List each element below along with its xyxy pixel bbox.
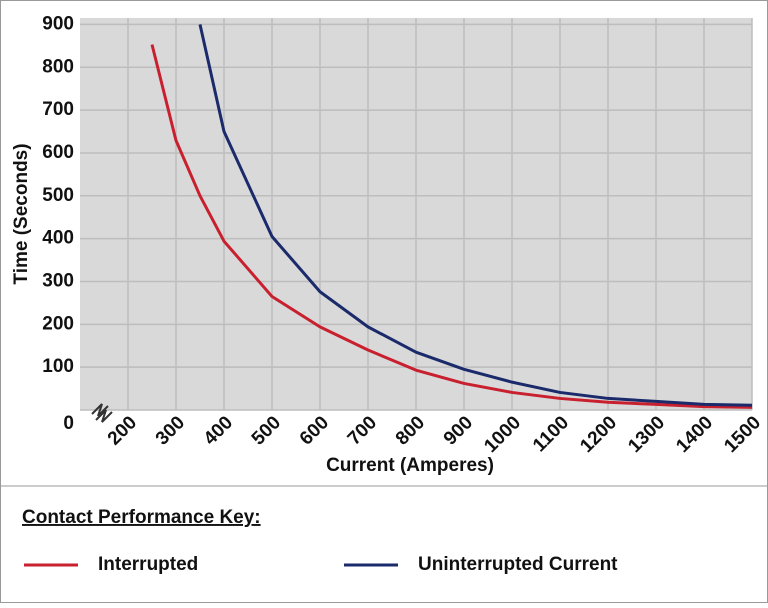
grid <box>80 18 753 411</box>
legend-label: Uninterrupted Current <box>418 554 618 575</box>
y-tick-label: 900 <box>42 13 74 34</box>
y-tick-label: 300 <box>42 270 74 291</box>
y-tick-label: 100 <box>42 356 74 377</box>
y-tick-label: 200 <box>42 313 74 334</box>
y-tick-label: 600 <box>42 142 74 163</box>
y-axis-title: Time (Seconds) <box>11 143 32 284</box>
y-tick-label: 800 <box>42 56 74 77</box>
y-tick-label: 500 <box>42 185 74 206</box>
lines <box>150 24 753 409</box>
legend-title: Contact Performance Key: <box>22 507 261 528</box>
y-tick-label: 700 <box>42 99 74 120</box>
y-tick-label: 400 <box>42 228 74 249</box>
axis-break <box>91 403 113 423</box>
x-axis-title: Current (Amperes) <box>326 455 494 476</box>
legend: Interrupted Uninterrupted Current <box>24 554 618 575</box>
series-line <box>198 24 753 407</box>
legend-label: Interrupted <box>98 554 198 575</box>
series-line <box>150 44 753 409</box>
y-tick-label: 0 <box>63 413 74 434</box>
